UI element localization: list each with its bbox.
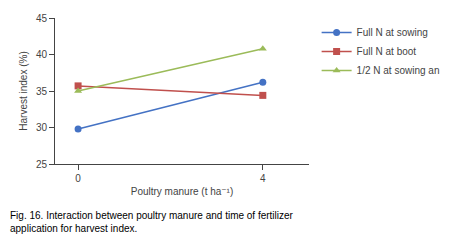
svg-text:Poultry manure (t ha⁻¹): Poultry manure (t ha⁻¹) bbox=[131, 186, 234, 197]
svg-text:Full N at sowing: Full N at sowing bbox=[357, 27, 428, 38]
svg-text:25: 25 bbox=[36, 159, 48, 170]
svg-text:45: 45 bbox=[36, 13, 48, 24]
svg-text:35: 35 bbox=[36, 86, 48, 97]
svg-text:Full N at boot: Full N at boot bbox=[357, 46, 417, 57]
svg-text:4: 4 bbox=[260, 173, 266, 184]
svg-text:40: 40 bbox=[36, 49, 48, 60]
svg-text:30: 30 bbox=[36, 122, 48, 133]
svg-text:0: 0 bbox=[75, 173, 81, 184]
svg-text:Fig. 16. Interaction between p: Fig. 16. Interaction between poultry man… bbox=[10, 210, 294, 234]
svg-text:Harvest index (%): Harvest index (%) bbox=[18, 51, 29, 130]
svg-text:1/2 N at sowing an: 1/2 N at sowing an bbox=[357, 65, 440, 76]
